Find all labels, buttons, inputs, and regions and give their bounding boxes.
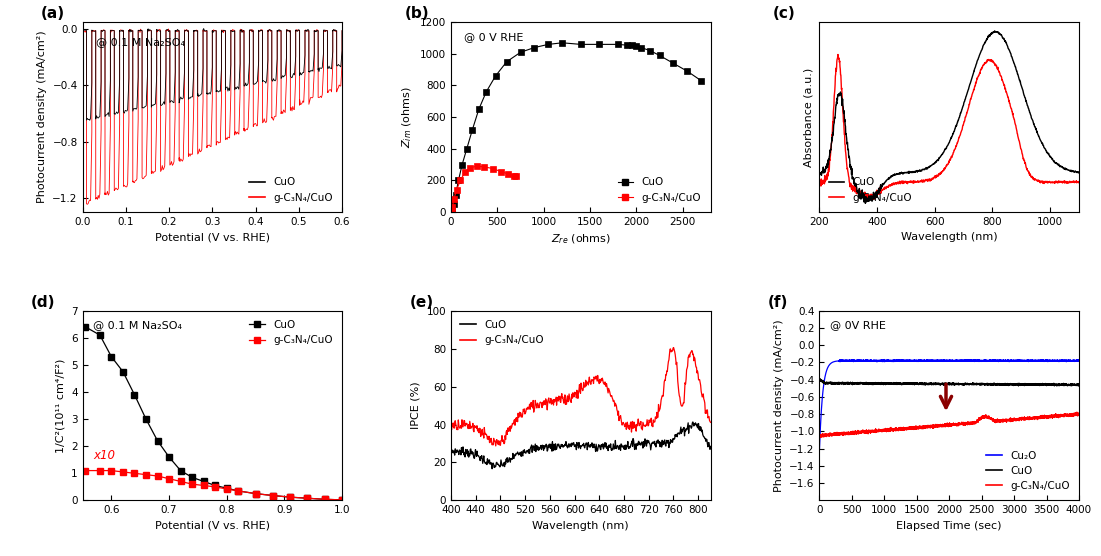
Text: @ 0 V RHE: @ 0 V RHE: [464, 32, 523, 42]
Text: @ 0.1 M Na₂SO₄: @ 0.1 M Na₂SO₄: [92, 320, 182, 330]
Y-axis label: Photocurrent density (mA/cm²): Photocurrent density (mA/cm²): [774, 319, 784, 492]
X-axis label: Potential (V vs. RHE): Potential (V vs. RHE): [155, 521, 270, 531]
Text: (e): (e): [410, 295, 434, 310]
Y-axis label: 1/C²(10¹¹ cm⁴/F²): 1/C²(10¹¹ cm⁴/F²): [55, 358, 66, 453]
Text: (d): (d): [31, 295, 55, 310]
Text: (b): (b): [404, 7, 429, 22]
Y-axis label: IPCE (%): IPCE (%): [411, 382, 421, 429]
Text: (c): (c): [773, 7, 796, 22]
Text: @ 0V RHE: @ 0V RHE: [830, 320, 885, 330]
Legend: CuO, g-C₃N₄/CuO: CuO, g-C₃N₄/CuO: [244, 316, 337, 349]
Y-axis label: Photocurrent density (mA/cm²): Photocurrent density (mA/cm²): [36, 31, 46, 203]
Text: (a): (a): [41, 7, 65, 22]
Text: (f): (f): [767, 295, 788, 310]
X-axis label: Wavelength (nm): Wavelength (nm): [901, 232, 998, 242]
Legend: CuO, g-C₃N₄/CuO: CuO, g-C₃N₄/CuO: [244, 173, 337, 207]
Y-axis label: Absorbance (a.u.): Absorbance (a.u.): [804, 67, 814, 167]
Text: x10: x10: [92, 449, 115, 461]
Legend: CuO, g-C₃N₄/CuO: CuO, g-C₃N₄/CuO: [825, 173, 917, 207]
X-axis label: Elapsed Time (sec): Elapsed Time (sec): [896, 521, 1002, 531]
Legend: CuO, g-C₃N₄/CuO: CuO, g-C₃N₄/CuO: [456, 316, 548, 349]
Legend: CuO, g-C₃N₄/CuO: CuO, g-C₃N₄/CuO: [613, 173, 706, 207]
Legend: Cu₂O, CuO, g-C₃N₄/CuO: Cu₂O, CuO, g-C₃N₄/CuO: [982, 446, 1073, 495]
X-axis label: Potential (V vs. RHE): Potential (V vs. RHE): [155, 232, 270, 242]
X-axis label: $Z_{re}$ (ohms): $Z_{re}$ (ohms): [550, 232, 611, 246]
X-axis label: Wavelength (nm): Wavelength (nm): [533, 521, 629, 531]
Text: @ 0.1 M Na₂SO₄: @ 0.1 M Na₂SO₄: [96, 37, 185, 47]
Y-axis label: $Z_{im}$ (ohms): $Z_{im}$ (ohms): [401, 86, 414, 148]
